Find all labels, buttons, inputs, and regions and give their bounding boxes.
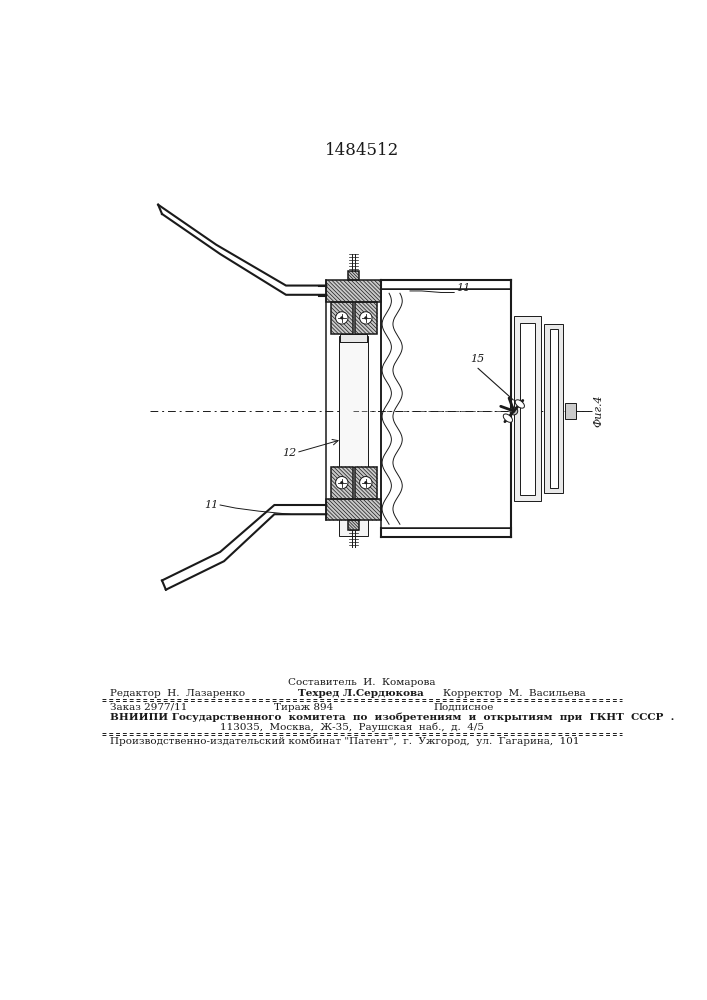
Text: ВНИИПИ Государственного  комитета  по  изобретениям  и  открытиям  при  ГКНТ  СС: ВНИИПИ Государственного комитета по изоб… [110,713,674,722]
Ellipse shape [515,400,525,408]
Circle shape [360,477,372,489]
Bar [520,323,534,495]
Text: Техред Л.Сердюкова: Техред Л.Сердюкова [298,689,423,698]
Bar [327,499,380,520]
Text: 11: 11 [204,500,218,510]
Text: 12: 12 [282,448,296,458]
Circle shape [510,407,518,415]
Bar [339,336,368,536]
Bar [544,324,563,493]
Circle shape [336,312,348,324]
Bar [327,280,380,302]
Bar [331,466,354,499]
Bar [339,342,368,466]
Circle shape [365,317,367,319]
Text: Производственно-издательский комбинат "Патент",  г.  Ужгород,  ул.  Гагарина,  1: Производственно-издательский комбинат "П… [110,737,580,746]
Text: Фиг.4: Фиг.4 [593,395,603,427]
Bar [327,499,380,520]
Circle shape [341,482,343,484]
Text: Тираж 894: Тираж 894 [274,703,334,712]
Circle shape [360,312,372,324]
Bar [355,466,378,499]
Ellipse shape [503,414,513,422]
Text: Подписное: Подписное [433,703,493,712]
Circle shape [336,477,348,489]
Bar [331,302,354,334]
Bar [348,520,359,530]
Bar [348,271,359,280]
Bar [348,271,359,280]
Text: 113035,  Москва,  Ж-35,  Раушская  наб.,  д.  4/5: 113035, Москва, Ж-35, Раушская наб., д. … [220,723,484,732]
Text: 11: 11 [456,283,470,293]
Bar [355,302,378,334]
Bar [340,334,367,342]
Text: Заказ 2977/11: Заказ 2977/11 [110,703,187,712]
Circle shape [365,482,367,484]
Text: Корректор  М.  Васильева: Корректор М. Васильева [443,689,586,698]
Bar [549,329,558,488]
Text: Составитель  И.  Комарова: Составитель И. Комарова [288,678,436,687]
Text: Редактор  Н.  Лазаренко: Редактор Н. Лазаренко [110,689,245,698]
Bar [327,280,380,302]
Text: 15: 15 [470,354,485,364]
Bar [380,289,510,528]
Bar [355,466,378,499]
Circle shape [341,317,343,319]
Bar [331,466,354,499]
Bar [348,520,359,530]
Text: 1484512: 1484512 [325,142,399,159]
Bar [355,302,378,334]
Bar [331,302,354,334]
Bar [514,316,541,501]
Bar [565,403,575,419]
